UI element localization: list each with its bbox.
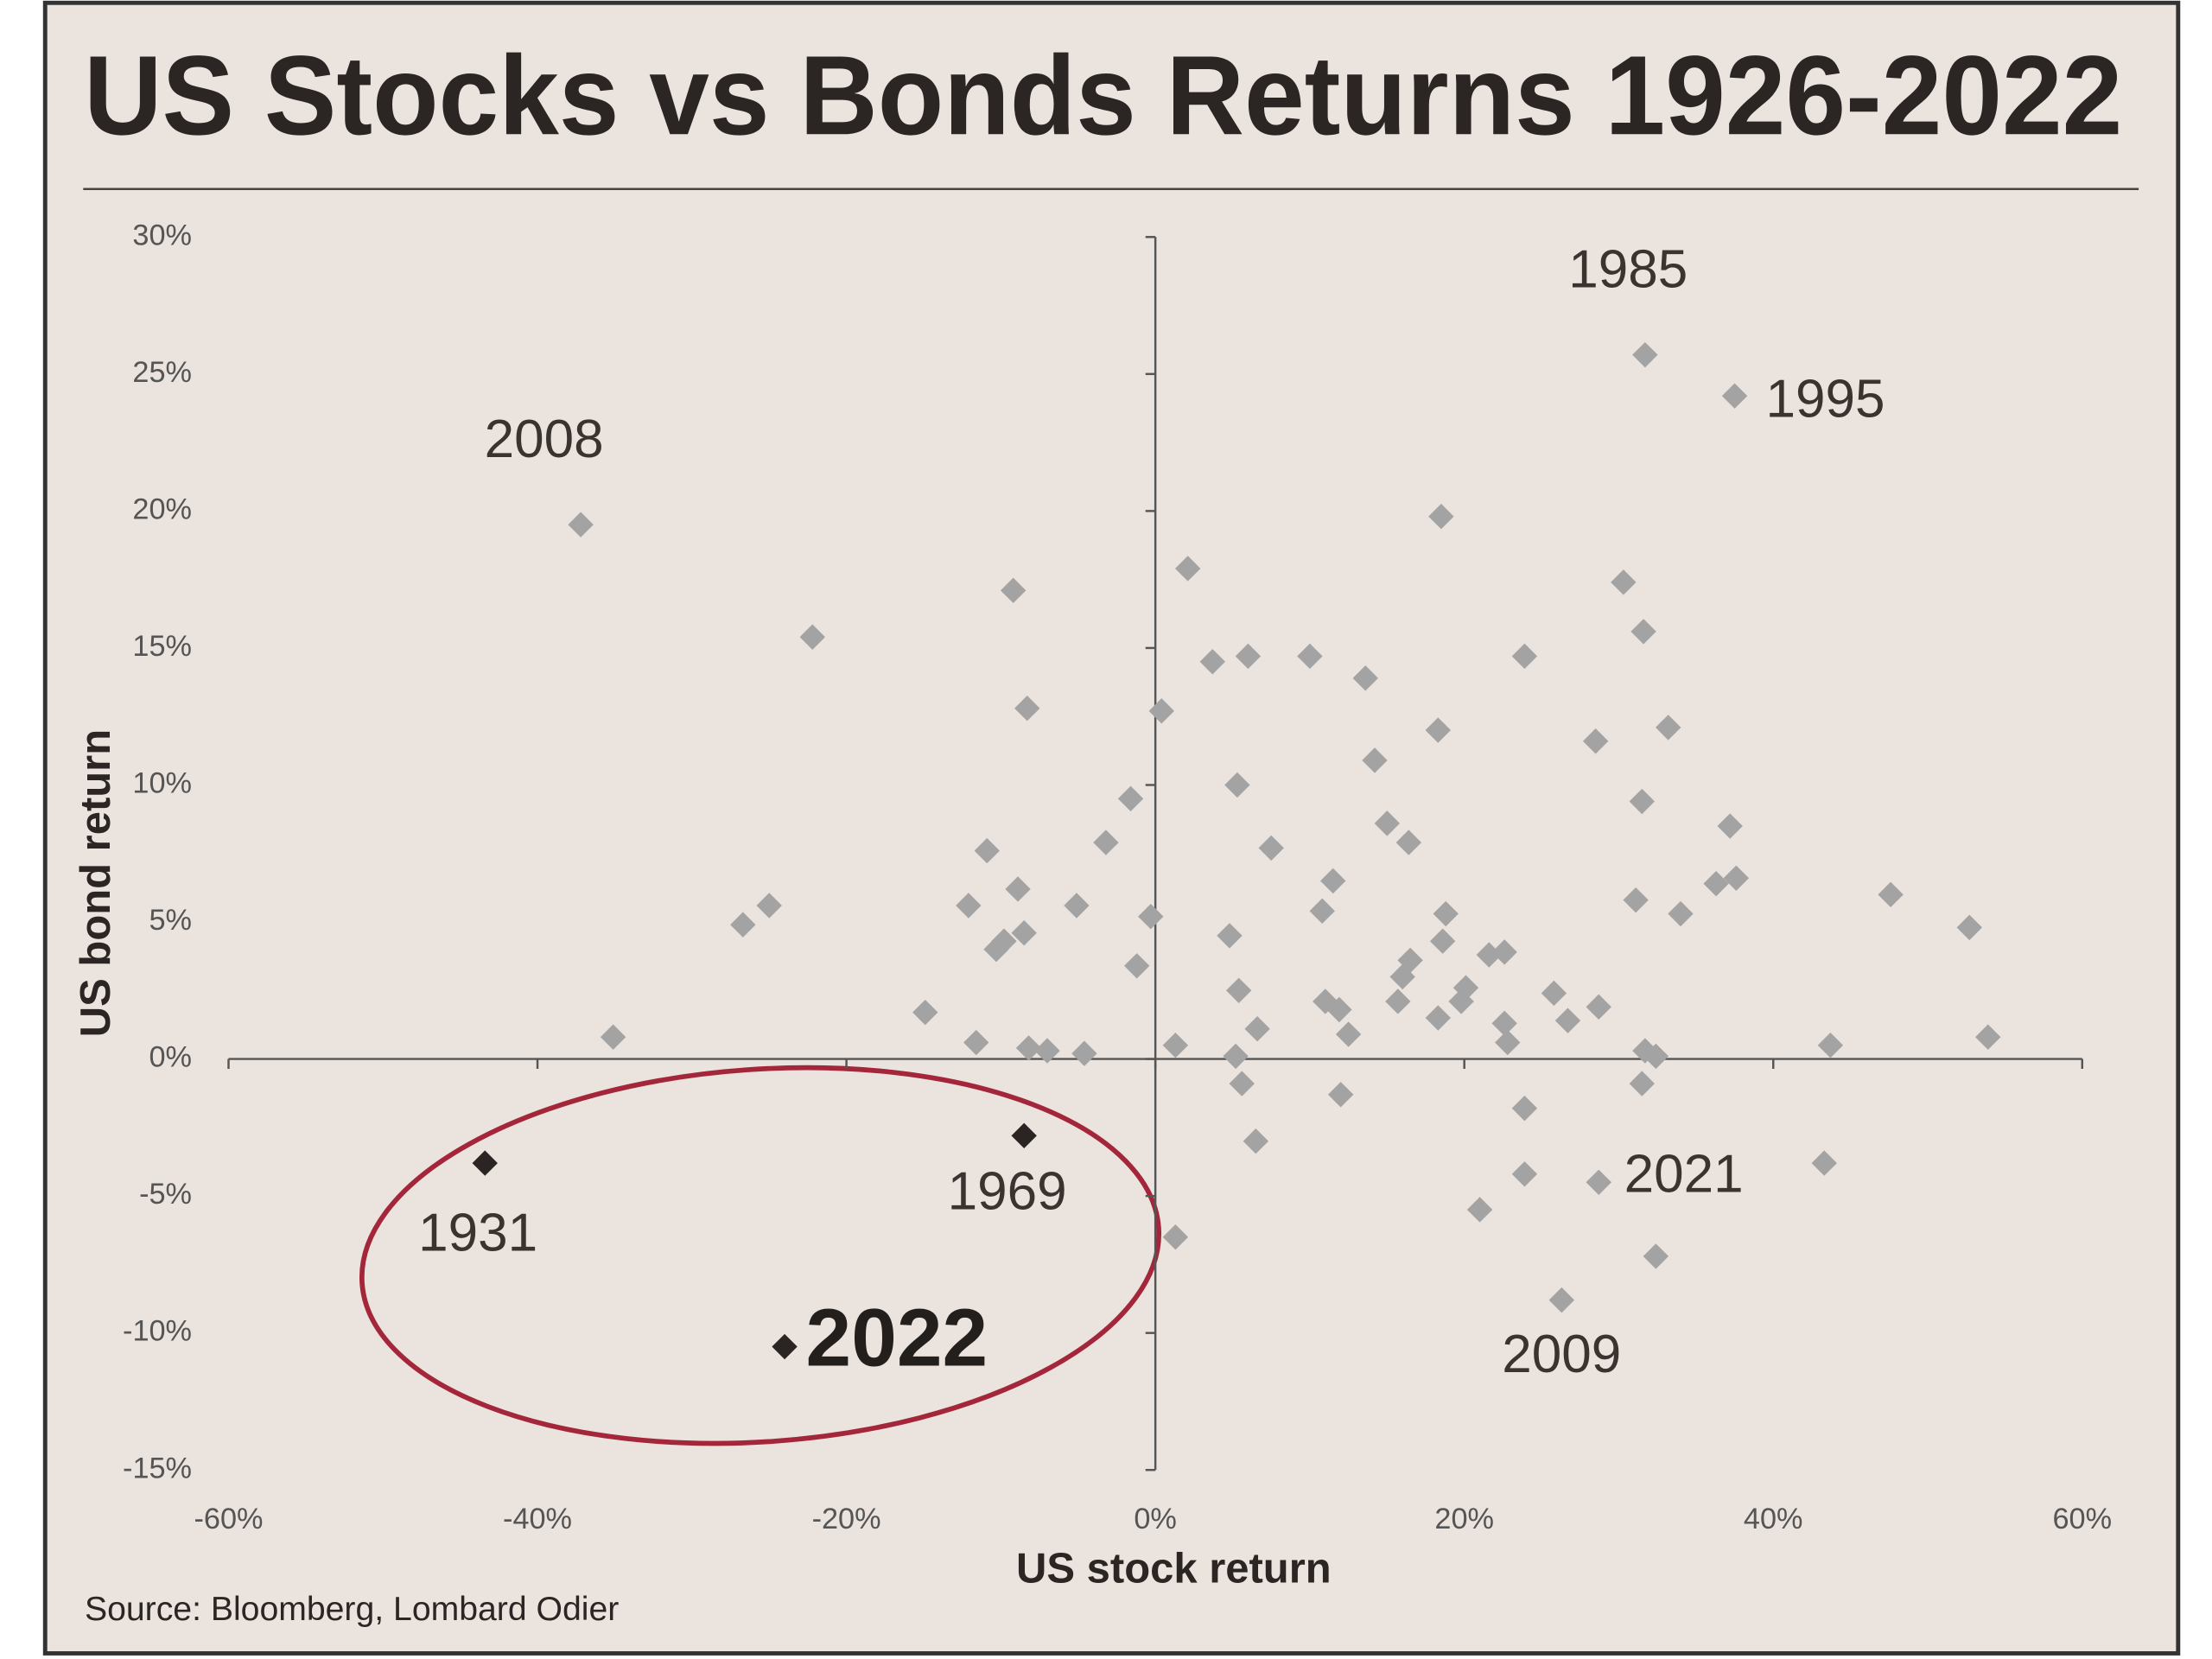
x-tick-label: 40% [1744,1503,1803,1535]
point-label: 2008 [485,410,604,469]
x-tick-label: -40% [503,1503,572,1535]
chart-frame [42,0,2181,1656]
point-label: 2009 [1502,1325,1621,1384]
data-point [1611,569,1637,595]
data-point [1000,577,1027,604]
data-point [1491,1010,1517,1037]
x-tick-label: -20% [812,1503,881,1535]
data-point [1703,870,1729,897]
point-label: 2022 [806,1292,988,1383]
data-point [1817,1033,1844,1058]
point-label: 1985 [1568,239,1688,299]
data-point [1668,900,1694,927]
x-tick-label: 0% [1134,1503,1177,1535]
y-tick-label: 0% [149,1041,193,1074]
data-point [1374,810,1400,836]
data-point [568,512,594,537]
data-point [983,937,1009,963]
point-label: 1969 [948,1161,1067,1221]
data-point [1162,1033,1189,1058]
x-tick-label: -60% [194,1503,263,1535]
data-point [1623,887,1649,913]
data-point [1335,1021,1362,1047]
data-point [1138,903,1164,930]
data-point [1243,1128,1269,1154]
y-tick-label: 10% [132,767,192,800]
data-point [1148,698,1174,724]
data-point [1643,1043,1669,1070]
source-note: Source: Bloomberg, Lombard Odier [85,1591,619,1628]
data-point [1717,813,1743,839]
data-point [1011,920,1037,946]
data-point [1428,504,1454,530]
y-axis-title: US bond return [73,729,119,1037]
y-tick-label: -5% [139,1178,192,1211]
x-tick-label: 20% [1434,1503,1494,1535]
y-tick-label: 15% [132,630,192,663]
y-tick-label: -10% [123,1315,192,1348]
data-point [1162,1224,1189,1250]
data-point [1632,341,1658,368]
point-label: 1931 [418,1203,537,1262]
y-tick-label: 25% [132,356,192,389]
data-point [1015,1035,1042,1061]
data-point [1586,1169,1611,1195]
data-point [1352,665,1378,691]
y-tick-label: 5% [149,904,193,937]
data-point [1511,1095,1538,1122]
data-point [1541,980,1567,1007]
data-point [1878,881,1904,908]
y-tick-label: 20% [132,493,192,525]
y-tick-label: -15% [123,1452,192,1484]
point-label: 1995 [1765,370,1885,429]
data-point [1448,988,1474,1014]
data-point [974,837,1000,864]
data-point [1258,835,1284,861]
data-point [1491,939,1517,965]
data-point [1511,1161,1538,1187]
data-point [1429,928,1456,954]
data-point [1548,1287,1575,1313]
data-point [1582,728,1609,754]
y-tick-label: 30% [132,219,192,251]
data-point [1721,383,1748,409]
data-point [1199,649,1225,675]
x-tick-label: 60% [2052,1503,2112,1535]
data-point [1723,865,1750,891]
x-axis-title: US stock return [1016,1546,1332,1592]
highlight-ellipse [359,1065,1162,1446]
data-point [1554,1007,1581,1033]
data-point [1225,977,1252,1003]
data-point [1385,988,1411,1014]
data-point [1643,1243,1669,1269]
data-point [1629,788,1655,815]
chart-title: US Stocks vs Bonds Returns 1926-2022 [84,32,2122,158]
data-point [1395,830,1422,855]
data-point [1586,994,1611,1020]
point-label: 2021 [1624,1145,1744,1205]
